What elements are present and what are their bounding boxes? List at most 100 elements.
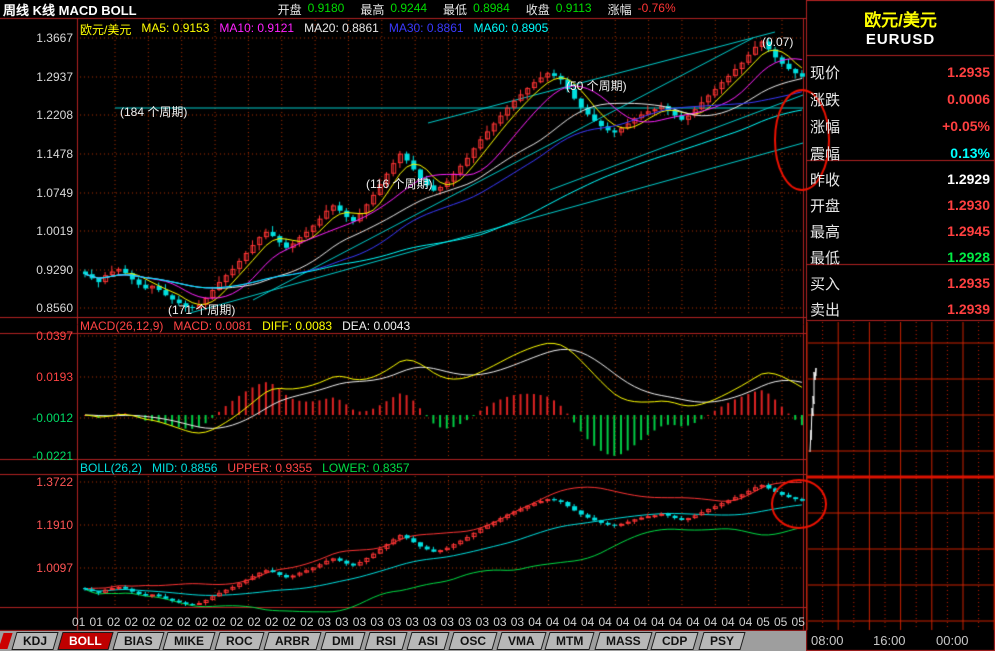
tab-dmi-label: DMI <box>331 634 354 648</box>
quote-symbol-cn: 欧元/美元 <box>864 11 937 30</box>
tab-asi-label: ASI <box>417 634 438 648</box>
ohlc-summary: 开盘 0.9180 最高 0.9244 最低 0.8984 收盘 0.9113 涨幅 -0.76% <box>262 1 676 18</box>
y-axis-tick: 1.3722 <box>36 475 73 489</box>
x-axis-label: 03 <box>440 615 454 629</box>
x-axis-label: 03 <box>317 615 332 629</box>
high-label: 最高 <box>360 2 385 17</box>
x-axis-label: 05 <box>756 615 770 629</box>
x-axis-label: 03 <box>475 615 489 629</box>
change-percent-value: -0.76% <box>637 0 676 15</box>
quote-row-ask: 卖出 1.2939 <box>810 296 990 322</box>
y-axis-tick: 1.3667 <box>36 31 73 45</box>
tab-arbr-label: ARBR <box>275 634 310 648</box>
macd-indicator-row: MACD(26,12,9) MACD: 0.0081 DIFF: 0.0083 DEA… <box>80 319 420 333</box>
quote-row-change: 涨跌 0.0006 <box>810 86 990 112</box>
chart-mode-title: 周线 K线 MACD BOLL <box>3 2 137 18</box>
y-axis-tick: 0.0397 <box>36 329 73 343</box>
x-axis-label: 04 <box>686 615 700 629</box>
x-axis-label: 02 <box>177 615 191 629</box>
annotation-171-periods: (171 个周期) <box>168 303 236 317</box>
y-axis-tick: 1.1478 <box>36 147 73 161</box>
tab-vma-label: VMA <box>507 634 535 648</box>
x-axis-label: 04 <box>668 615 683 629</box>
tab-osc-label: OSC <box>459 634 486 648</box>
tab-bias-label: BIAS <box>123 634 153 648</box>
quote-row-bid: 买入 1.2935 <box>810 270 990 296</box>
dea-value-label: DEA: 0.0043 <box>342 319 411 333</box>
x-axis-label: 02 <box>247 615 261 629</box>
symbol-label: 欧元/美元 <box>80 23 132 37</box>
macd-value-label: MACD: 0.0081 <box>173 319 253 333</box>
tab-psy-label: PSY <box>709 634 734 648</box>
diff-value-label: DIFF: 0.0083 <box>262 319 333 333</box>
bid-value: 1.2935 <box>947 275 990 291</box>
y-axis-tick: -0.0221 <box>32 449 73 463</box>
x-axis-label: 03 <box>370 615 384 629</box>
price-label: 现价 <box>810 64 841 82</box>
tab-roc[interactable]: ROC <box>214 632 265 650</box>
x-axis-label: 02 <box>229 615 244 629</box>
x-axis-label: 04 <box>528 615 542 629</box>
quote-row-change-percent: 涨幅 +0.05% <box>810 113 990 139</box>
tab-bias[interactable]: BIAS <box>112 632 164 650</box>
tab-rsi[interactable]: RSI <box>364 632 408 650</box>
low-value: 1.2928 <box>947 249 990 265</box>
tab-arbr[interactable]: ARBR <box>263 632 322 650</box>
y-axis-tick: -0.0012 <box>32 411 73 425</box>
x-axis-label: 02 <box>194 615 209 629</box>
tab-scroll-arrow-icon[interactable] <box>0 633 13 649</box>
ma20-label: MA20: 0.8861 <box>304 21 379 35</box>
x-axis-label: 04 <box>703 615 718 629</box>
amplitude-label: 震幅 <box>810 145 841 163</box>
y-axis-tick: 1.2208 <box>36 108 73 122</box>
time-axis-label: 08:00 <box>811 633 844 648</box>
x-axis-label: 04 <box>598 615 612 629</box>
high-value: 0.9244 <box>390 0 428 15</box>
tab-mtm[interactable]: MTM <box>544 632 596 650</box>
ma5-label: MA5: 0.9153 <box>141 21 210 35</box>
annotation-50-periods: (50 个周期) <box>566 79 627 93</box>
annotation-184-periods: (184 个周期) <box>120 105 188 119</box>
boll-lower-label: LOWER: 0.8357 <box>322 461 410 475</box>
change-label: 涨跌 <box>810 91 841 109</box>
x-axis-label: 04 <box>721 615 735 629</box>
tab-mass[interactable]: MASS <box>594 632 653 650</box>
x-axis-label: 03 <box>423 615 437 629</box>
prev-close-label: 昨收 <box>810 171 841 189</box>
amplitude-value: 0.13% <box>950 145 990 161</box>
open-label: 开盘 <box>810 197 841 215</box>
tab-vma[interactable]: VMA <box>496 632 547 650</box>
change-percent-value: +0.05% <box>942 118 990 134</box>
ma10-label: MA10: 0.9121 <box>219 21 295 35</box>
x-axis-label: 02 <box>300 615 314 629</box>
boll-indicator-row: BOLL(26,2) MID: 0.8856 UPPER: 0.9355 LOWER:… <box>80 461 420 475</box>
tab-cdp[interactable]: CDP <box>650 632 700 650</box>
tab-mass-label: MASS <box>605 634 641 648</box>
tab-rsi-label: RSI <box>375 634 396 648</box>
x-axis-label: 04 <box>738 615 753 629</box>
high-label: 最高 <box>810 223 841 241</box>
quote-row-open: 开盘 1.2930 <box>810 192 990 218</box>
x-axis-label: 03 <box>335 615 349 629</box>
tab-psy[interactable]: PSY <box>698 632 746 650</box>
x-axis-label: 03 <box>352 615 367 629</box>
time-axis-label: 00:00 <box>936 633 969 648</box>
tab-kdj[interactable]: KDJ <box>11 632 59 650</box>
x-axis-label: 03 <box>510 615 525 629</box>
tab-osc[interactable]: OSC <box>448 632 498 650</box>
y-axis-tick: 1.0749 <box>36 186 73 200</box>
quote-panel: 欧元/美元 EURUSD 现价 1.2935 涨跌 0.0006 涨幅 +0.05% 震幅 0… <box>806 0 995 651</box>
change-percent-label: 涨幅 <box>607 2 632 17</box>
tab-dmi[interactable]: DMI <box>320 632 366 650</box>
ask-value: 1.2939 <box>947 301 990 317</box>
x-axis-label: 04 <box>651 615 665 629</box>
tab-kdj-label: KDJ <box>23 634 48 648</box>
x-axis-label: 02 <box>265 615 279 629</box>
tab-mike[interactable]: MIKE <box>162 632 216 650</box>
tab-boll[interactable]: BOLL <box>57 632 114 650</box>
x-axis-label: 03 <box>458 615 472 629</box>
tab-mike-label: MIKE <box>174 634 205 648</box>
open-value: 1.2930 <box>947 197 990 213</box>
tab-asi[interactable]: ASI <box>406 632 450 650</box>
